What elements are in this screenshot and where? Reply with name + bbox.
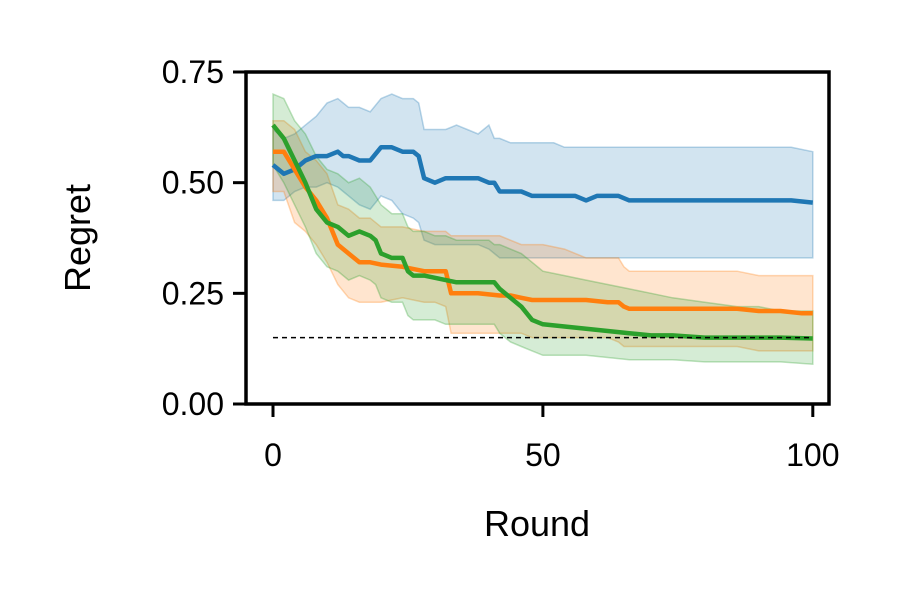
confidence-band-2 <box>272 92 814 366</box>
x-tick-label: 50 <box>525 437 561 473</box>
plot-frame <box>244 70 831 406</box>
y-tick-label: 0.25 <box>162 275 224 311</box>
series-lines <box>271 123 814 341</box>
confidence-bands <box>272 92 814 366</box>
y-tick-label: 0.00 <box>162 386 224 422</box>
confidence-band-1 <box>272 119 814 352</box>
x-axis-ticks: 0 50 100 <box>264 404 840 473</box>
series-line-0 <box>271 145 814 205</box>
y-axis-ticks: 0.00 0.25 0.50 0.75 <box>162 54 246 422</box>
confidence-band-0 <box>272 93 814 259</box>
x-tick-label: 0 <box>264 437 282 473</box>
y-tick-label: 0.50 <box>162 165 224 201</box>
x-axis-title: Round <box>484 503 590 544</box>
series-line-1 <box>273 149 813 316</box>
y-axis-title: Regret <box>57 184 98 292</box>
y-tick-label: 0.75 <box>162 54 224 90</box>
x-tick-label: 100 <box>786 437 839 473</box>
series-line-2 <box>271 123 813 341</box>
